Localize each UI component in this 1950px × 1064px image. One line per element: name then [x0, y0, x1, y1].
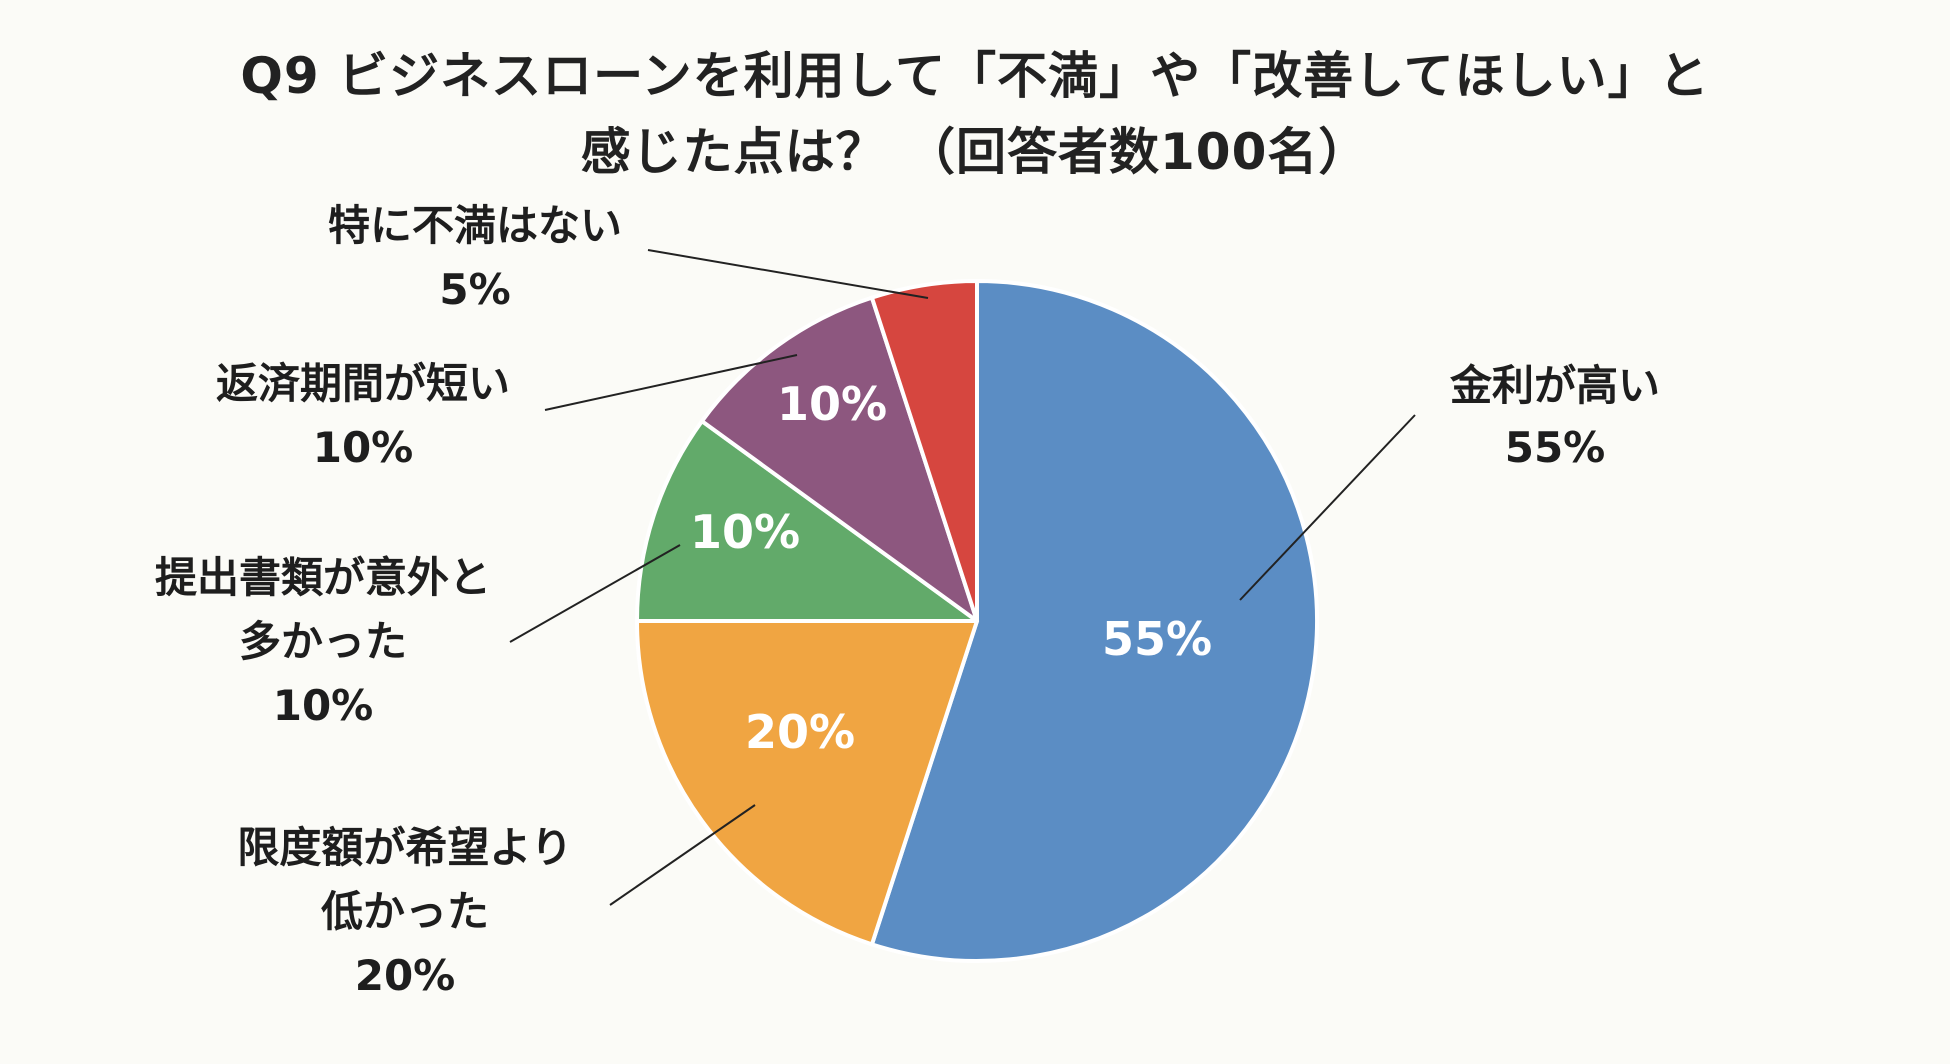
chart-title-line-1: Q9 ビジネスローンを利用して「不満」や「改善してほしい」と [240, 47, 1710, 105]
inner-value-label-3: 10% [690, 505, 800, 559]
outer-value-label-2: 20% [355, 951, 456, 1000]
outer-category-label-5-line-1: 特に不満はない [328, 201, 622, 250]
outer-category-label-3-line-1: 提出書類が意外と [155, 553, 491, 602]
pie-slice-1 [869, 279, 1319, 963]
chart-title-line-2: 感じた点は？ （回答者数100名） [580, 123, 1370, 181]
outer-category-label-4-line-1: 返済期間が短い [216, 359, 510, 408]
inner-value-label-2: 20% [745, 705, 855, 759]
leader-line-5 [647, 249, 929, 299]
pie-slice-5 [869, 279, 979, 623]
leader-line-4 [544, 354, 798, 411]
inner-value-label-4: 10% [777, 377, 887, 431]
outer-value-label-5: 5% [439, 265, 510, 314]
outer-value-label-4: 10% [313, 423, 414, 472]
outer-value-label-1: 55% [1505, 423, 1606, 472]
pie-slice-2 [635, 619, 979, 947]
leader-lines [509, 249, 1416, 906]
outer-category-label-1-line-1: 金利が高い [1449, 361, 1660, 410]
outer-category-label-2-line-1: 限度額が希望より [237, 823, 572, 872]
leader-line-1 [1239, 414, 1416, 601]
pie-slices [635, 279, 1319, 963]
pie-slice-4 [699, 295, 979, 623]
inner-value-label-1: 55% [1102, 612, 1212, 666]
outer-category-label-3-line-2: 多かった [239, 617, 407, 666]
chart-title: Q9 ビジネスローンを利用して「不満」や「改善してほしい」と 感じた点は？ （回… [0, 38, 1950, 190]
pie-slice-3 [635, 419, 979, 623]
leader-line-3 [509, 544, 681, 643]
leader-line-2 [609, 804, 756, 906]
outer-category-label-2-line-2: 低かった [321, 887, 489, 936]
inner-value-labels: 55% 20% 10% 10% [690, 377, 1212, 759]
outer-value-label-3: 10% [273, 681, 374, 730]
